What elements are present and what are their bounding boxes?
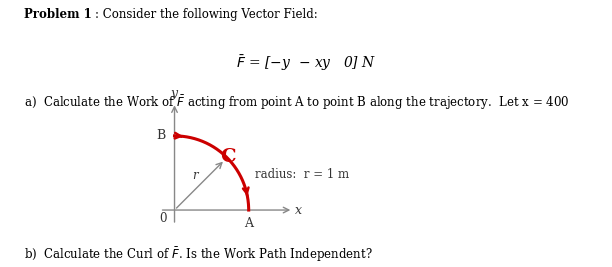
Text: C: C xyxy=(220,148,236,166)
Text: $\bar{F}$ = [−y  − xy   0] N: $\bar{F}$ = [−y − xy 0] N xyxy=(236,53,376,73)
Text: 0: 0 xyxy=(160,213,167,225)
Text: r: r xyxy=(193,170,198,182)
Text: : Consider the following Vector Field:: : Consider the following Vector Field: xyxy=(95,8,318,21)
Text: B: B xyxy=(157,129,166,142)
Text: b)  Calculate the Curl of $\bar{F}$. Is the Work Path Independent?: b) Calculate the Curl of $\bar{F}$. Is t… xyxy=(24,246,373,264)
Text: A: A xyxy=(244,217,253,230)
Text: a)  Calculate the Work of $\bar{F}$ acting from point A to point B along the tra: a) Calculate the Work of $\bar{F}$ actin… xyxy=(24,93,570,112)
Text: Problem 1: Problem 1 xyxy=(24,8,92,21)
Text: y: y xyxy=(171,87,178,100)
Text: radius:  r = 1 m: radius: r = 1 m xyxy=(255,168,349,181)
Text: x: x xyxy=(294,203,302,217)
